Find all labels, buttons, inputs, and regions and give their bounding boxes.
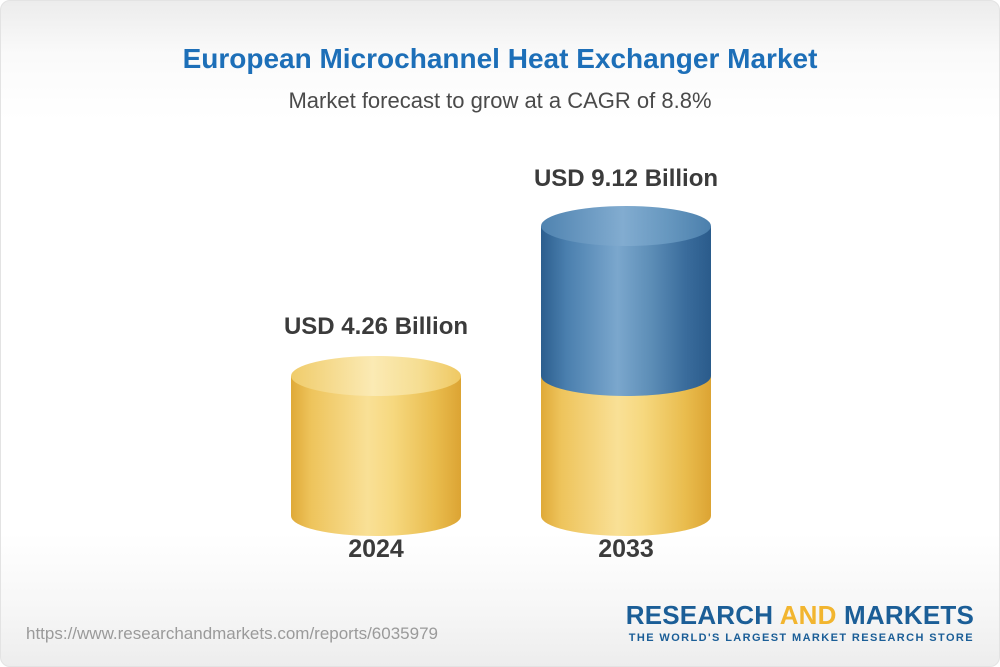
logo-tagline: THE WORLD'S LARGEST MARKET RESEARCH STOR… [628,631,974,644]
bar-2024-cylinder-body [291,376,461,536]
axis-label-2033: 2033 [598,535,654,563]
chart-subtitle: Market forecast to grow at a CAGR of 8.8… [288,88,712,113]
bar-value-label-2024: USD 4.26 Billion [283,313,469,340]
bar-2024-cylinder-top [291,356,461,396]
bar-2033-cylinder-base-segment [541,376,711,536]
bar-value-label-2033: USD 9.12 Billion [533,165,719,192]
bar-2033-cylinder-top [541,206,711,246]
report-url[interactable]: https://www.researchandmarkets.com/repor… [26,624,438,643]
research-and-markets-logo: RESEARCH AND MARKETS THE WORLD'S LARGEST… [626,601,974,644]
axis-label-2024: 2024 [348,535,404,563]
logo-word-and: AND [773,600,845,630]
logo-word-markets: MARKETS [844,600,974,630]
logo-word-research: RESEARCH [625,600,774,630]
logo-wordmark: RESEARCH AND MARKETS [626,601,974,630]
chart-title: European Microchannel Heat Exchanger Mar… [182,43,818,74]
bar-2033-cylinder-growth-segment [541,226,711,396]
